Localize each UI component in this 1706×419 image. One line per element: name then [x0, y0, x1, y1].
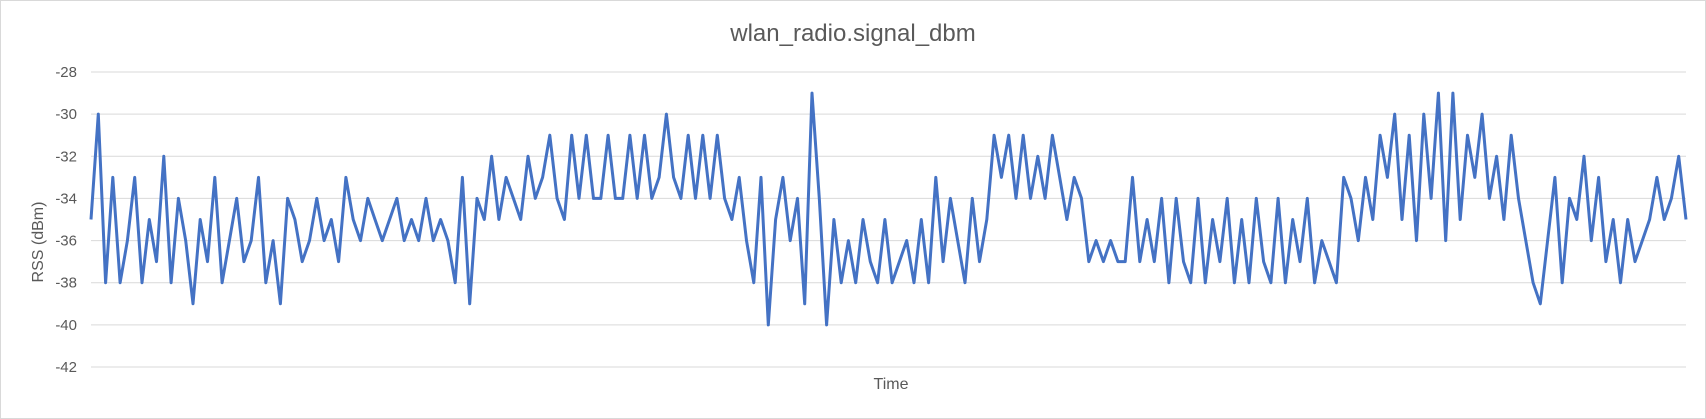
y-tick-label: -28 [55, 64, 77, 81]
y-tick-label: -36 [55, 233, 77, 250]
y-tick-label: -34 [55, 190, 77, 207]
y-tick-label: -32 [55, 148, 77, 165]
series-line [89, 91, 1688, 327]
y-tick-label: -38 [55, 275, 77, 292]
y-tick-label: -40 [55, 317, 77, 334]
chart-title: wlan_radio.signal_dbm [729, 20, 975, 47]
x-axis-label: Time [874, 376, 909, 393]
y-axis-label: RSS (dBm) [30, 202, 47, 283]
y-tick-label: -30 [55, 106, 77, 123]
plot-area [89, 91, 1688, 327]
y-axis-ticks: -28 -30 -32 -34 -36 -38 -40 -42 [55, 64, 77, 376]
y-tick-label: -42 [55, 359, 77, 376]
